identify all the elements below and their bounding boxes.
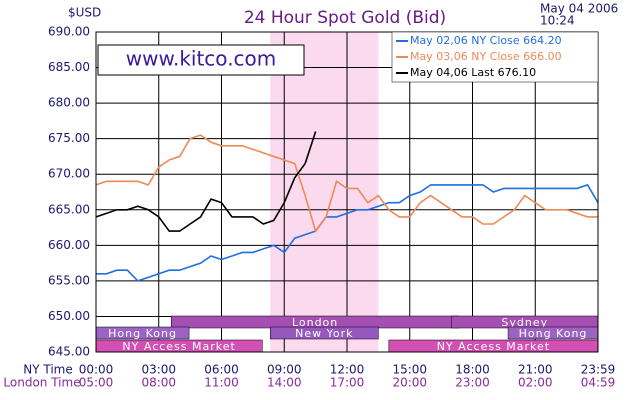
y-tick-label: 650.00 [48,309,90,323]
y-tick-label: 680.00 [48,96,90,110]
data-line [96,183,599,282]
x2-tick-label: 20:00 [392,376,427,390]
market-session [269,326,379,340]
x-tick-label: 12:00 [330,363,365,377]
market-session-label: NY Access Market [122,340,235,353]
x-tick-label: 21:00 [518,363,553,377]
time: 10:24 [540,14,575,28]
market-session-label: NY Access Market [437,340,550,353]
x2-axis-label: London Time [3,376,80,390]
x2-tick-label: 23:00 [455,376,490,390]
shaded-range [270,32,379,352]
chart-title: 24 Hour Spot Gold (Bid) [244,8,446,28]
market-session-label: Sydney [501,316,548,329]
x-tick-label: 00:00 [79,363,114,377]
y-tick-label: 665.00 [48,202,90,216]
y-unit: $USD [68,6,101,20]
x-tick-label: 15:00 [392,363,427,377]
market-session-label: Hong Kong [108,327,177,340]
x-tick-label: 03:00 [141,363,176,377]
legend-label: May 02,06 NY Close 664.20 [410,34,562,47]
watermark-box [97,44,305,76]
y-tick-label: 660.00 [48,238,90,252]
y-tick-label: 690.00 [48,25,90,39]
x2-tick-label: 08:00 [141,376,176,390]
y-tick-label: 645.00 [48,345,90,359]
x2-tick-label: 05:00 [79,376,114,390]
data-line [95,131,317,232]
date: May 04 2006 [540,2,618,16]
x-tick-label: 09:00 [267,363,302,377]
market-session-label: London [292,316,338,329]
data-line [95,134,598,233]
x2-tick-label: 11:00 [204,376,239,390]
x2-tick-label: 17:00 [330,376,365,390]
plot-border [95,31,599,353]
y-tick-label: 670.00 [48,167,90,181]
y-tick-label: 675.00 [48,131,90,145]
x-axis-label: NY Time [23,363,73,377]
market-session-label: Hong Kong [519,327,588,340]
x-tick-label: 18:00 [455,363,490,377]
x-tick-label: 06:00 [204,363,239,377]
x2-tick-label: 14:00 [267,376,302,390]
y-tick-label: 655.00 [48,273,90,287]
market-session-label: New York [295,327,353,340]
legend-label: May 03,06 NY Close 666.00 [410,50,562,63]
y-tick-label: 685.00 [48,60,90,74]
x-tick-label: 23:59 [581,363,616,377]
watermark: www.kitco.com [126,47,277,71]
legend-label: May 04,06 Last 676.10 [410,66,536,79]
x2-tick-label: 02:00 [518,376,553,390]
x2-tick-label: 04:59 [581,376,616,390]
legend-box [391,31,599,83]
